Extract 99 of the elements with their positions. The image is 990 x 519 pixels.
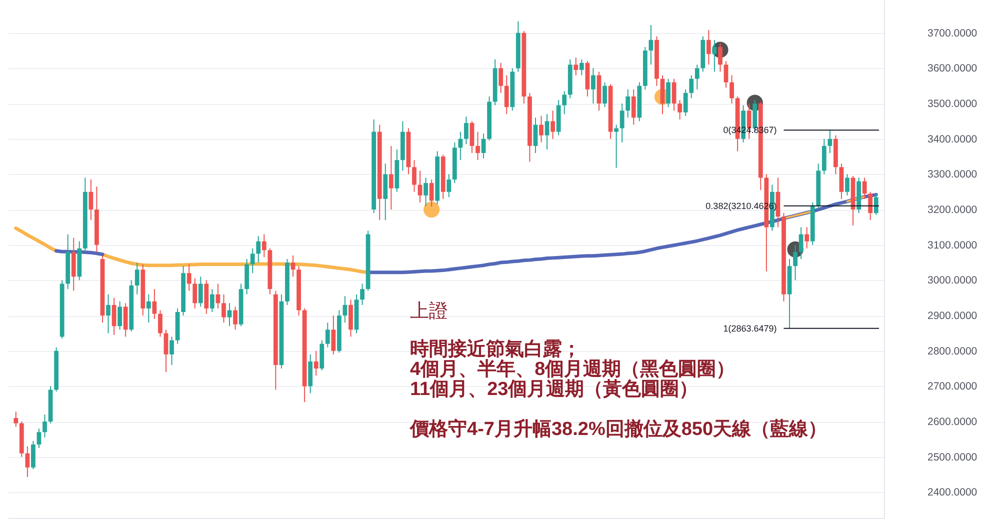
candlestick xyxy=(798,226,804,260)
candlestick xyxy=(42,414,47,438)
candlestick xyxy=(464,116,468,145)
candlestick xyxy=(25,446,30,478)
annotation: 11個月、23個月週期（黃色圓圈） xyxy=(410,378,698,400)
y-tick-label: 2400.0000 xyxy=(928,486,978,499)
candlestick xyxy=(31,440,36,470)
candlestick xyxy=(262,234,266,258)
candlestick xyxy=(481,133,486,159)
y-tick-label: 2600.0000 xyxy=(928,416,978,428)
candlestick xyxy=(539,115,544,143)
y-tick-label: 2500.0000 xyxy=(928,451,978,464)
candlestick xyxy=(672,78,676,112)
candlestick xyxy=(170,336,174,366)
candlestick xyxy=(666,78,670,108)
candlestick xyxy=(631,88,636,126)
candlestick xyxy=(626,88,630,118)
candlestick xyxy=(689,74,694,99)
candlestick xyxy=(118,300,122,330)
candlestick xyxy=(550,110,556,140)
candlestick xyxy=(620,103,624,143)
candlestick xyxy=(360,283,364,306)
candlestick xyxy=(712,39,717,72)
candlestick xyxy=(446,174,452,198)
annotation: 時間接近節氣白露； xyxy=(410,338,581,360)
candlestick xyxy=(706,30,711,66)
candlestick xyxy=(412,160,416,192)
candlestick xyxy=(331,315,336,355)
candlestick xyxy=(614,124,619,168)
candlestick xyxy=(602,82,607,108)
ref-line-label: 1(2863.6479) xyxy=(723,323,777,334)
candlestick xyxy=(250,248,255,274)
candlestick xyxy=(186,264,192,292)
candlestick xyxy=(106,294,110,334)
candlestick xyxy=(424,177,428,206)
candlestick xyxy=(152,288,157,320)
candlestick xyxy=(683,88,688,116)
candlestick xyxy=(112,297,116,336)
candlestick xyxy=(134,262,140,295)
candlestick xyxy=(498,62,504,94)
candlestick xyxy=(862,177,867,200)
candlestick xyxy=(544,114,550,150)
text: 上證 xyxy=(410,301,448,322)
candlestick xyxy=(678,99,682,120)
candlestick xyxy=(504,74,509,115)
y-tick-label: 3400.0000 xyxy=(928,133,978,146)
candlestick xyxy=(164,329,168,373)
candlestick xyxy=(158,310,162,338)
candlestick xyxy=(233,306,238,330)
candlestick xyxy=(874,193,878,216)
candlestick xyxy=(694,64,700,90)
candlestick xyxy=(562,90,567,115)
candlestick xyxy=(724,60,728,88)
candlestick xyxy=(533,117,538,154)
candlestick xyxy=(36,428,42,449)
candlestick xyxy=(192,278,198,309)
candlestick xyxy=(476,131,480,161)
y-tick-label: 3300.0000 xyxy=(928,168,978,181)
candlestick xyxy=(342,296,348,324)
candlestick xyxy=(146,294,151,324)
candlestick xyxy=(470,120,474,154)
y-tick-label: 3600.0000 xyxy=(928,62,978,75)
annotation: 4個月、半年、8個月週期（黑色圓圈） xyxy=(410,358,736,380)
candlestick xyxy=(579,58,584,76)
candlestick xyxy=(227,302,232,327)
candlestick xyxy=(123,302,128,338)
candlestick xyxy=(88,179,94,221)
y-tick-label: 3200.0000 xyxy=(928,204,978,216)
y-tick-label: 3500.0000 xyxy=(928,98,978,110)
candlestick xyxy=(648,24,654,66)
annotation: 價格守4-7月升幅38.2%回撤位及850天線（藍線） xyxy=(409,418,828,440)
candlestick xyxy=(718,42,722,72)
candlestick xyxy=(418,170,422,203)
y-tick-label: 3700.0000 xyxy=(928,27,978,40)
candlestick xyxy=(793,244,798,281)
candlestick xyxy=(314,350,318,376)
y-tick-label: 2900.0000 xyxy=(928,310,978,322)
candlestick xyxy=(804,226,810,249)
candlestick xyxy=(290,254,296,278)
candlestick xyxy=(591,68,596,104)
y-tick-label: 3000.0000 xyxy=(928,274,978,287)
candlestick xyxy=(845,174,850,196)
candlestick xyxy=(325,322,330,348)
candlestick xyxy=(458,131,463,161)
candlestick xyxy=(256,236,261,264)
y-tick-label: 2800.0000 xyxy=(928,345,978,358)
candlestick xyxy=(222,294,226,324)
candlestick xyxy=(210,288,214,312)
candlestick xyxy=(574,57,578,76)
point xyxy=(424,201,440,218)
candlestick xyxy=(868,191,873,221)
candlestick xyxy=(14,411,18,428)
candlestick xyxy=(429,179,434,208)
y-tick-label: 3100.0000 xyxy=(928,239,978,252)
candlestick xyxy=(388,145,394,210)
candlestick xyxy=(828,130,832,154)
candlestick xyxy=(730,74,734,104)
candlestick xyxy=(198,276,203,308)
y-tick-label: 2700.0000 xyxy=(928,380,978,393)
